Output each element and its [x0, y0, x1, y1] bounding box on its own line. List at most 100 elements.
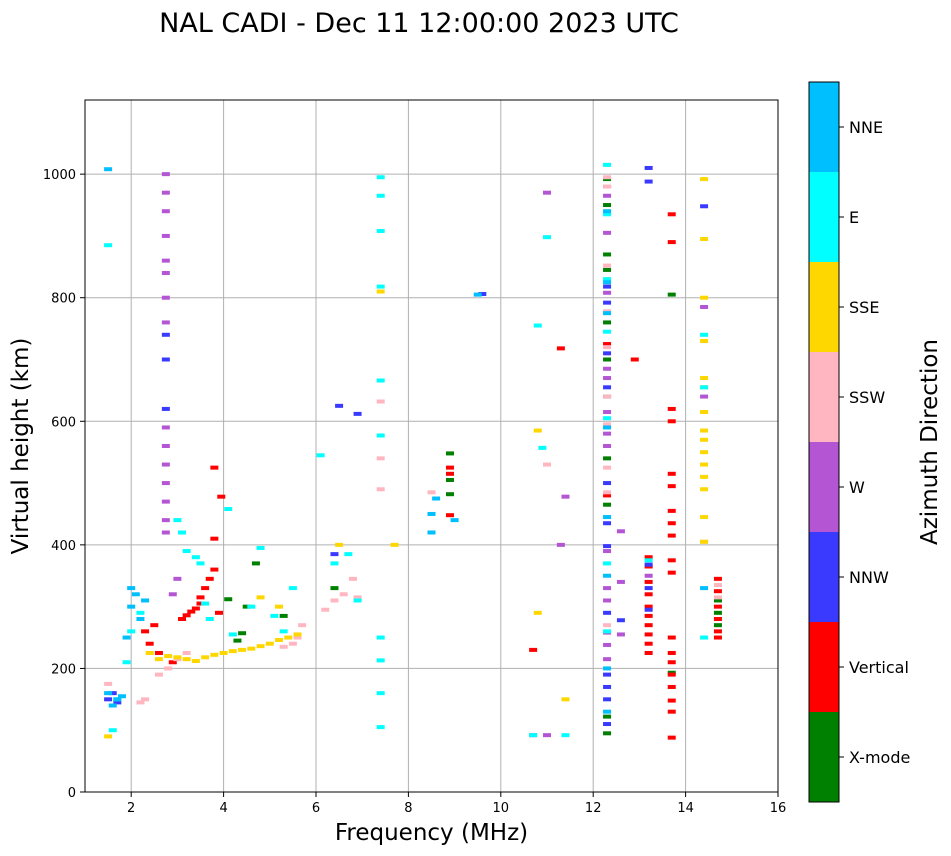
data-point	[376, 378, 385, 383]
data-point	[445, 471, 454, 476]
data-point	[603, 549, 612, 554]
data-point	[427, 511, 436, 516]
data-point	[713, 629, 722, 634]
data-point	[603, 184, 612, 189]
data-point	[603, 252, 612, 257]
colorbar-segment	[809, 82, 839, 172]
data-point	[603, 263, 612, 268]
data-point	[108, 728, 117, 733]
data-point	[256, 545, 265, 550]
data-point	[161, 320, 170, 325]
data-point	[233, 638, 242, 643]
data-point	[136, 610, 145, 615]
colorbar-tick-label: SSE	[849, 298, 879, 317]
data-point	[543, 462, 551, 467]
data-point	[376, 175, 385, 180]
data-point	[603, 431, 612, 436]
y-axis-ticks: 0 200 400 600 800 1000	[43, 168, 85, 801]
data-point	[161, 406, 170, 411]
data-point	[127, 629, 136, 634]
data-point	[164, 654, 173, 659]
data-point	[644, 562, 653, 567]
data-point	[603, 515, 612, 520]
data-point	[603, 657, 612, 662]
data-point	[205, 576, 214, 581]
data-point	[556, 346, 565, 351]
data-point	[191, 606, 200, 611]
data-point	[667, 672, 676, 677]
data-point	[603, 175, 612, 180]
data-point	[335, 542, 344, 547]
data-point	[543, 733, 551, 738]
colorbar-tick-label: NNE	[849, 118, 883, 137]
data-point	[161, 481, 170, 486]
data-point	[279, 613, 288, 618]
data-point	[376, 725, 385, 730]
data-point	[667, 570, 676, 575]
data-point	[603, 722, 612, 727]
data-point	[178, 617, 187, 621]
data-point	[603, 709, 612, 714]
data-point	[713, 583, 722, 588]
data-point	[150, 623, 159, 628]
data-point	[104, 734, 113, 739]
data-point	[543, 190, 551, 195]
data-point	[603, 425, 612, 430]
data-point	[376, 289, 385, 294]
x-tick-label: 14	[677, 801, 694, 816]
data-point	[339, 592, 348, 597]
data-point	[330, 552, 339, 557]
data-point	[603, 212, 612, 217]
data-point	[182, 657, 191, 662]
data-point	[376, 193, 385, 198]
data-point	[161, 258, 170, 263]
data-point	[288, 641, 297, 646]
colorbar-tick-label: W	[849, 478, 865, 497]
data-point	[700, 428, 709, 433]
colorbar-tick-label: NNW	[849, 568, 889, 587]
data-point	[168, 660, 177, 665]
data-point	[713, 604, 722, 609]
data-point	[700, 474, 709, 479]
data-point	[445, 492, 454, 497]
data-point	[330, 586, 339, 591]
data-point	[603, 573, 612, 578]
data-point	[667, 471, 676, 476]
data-point	[667, 292, 676, 297]
data-point	[700, 410, 709, 415]
data-point	[603, 586, 612, 591]
data-point	[700, 376, 709, 381]
data-point	[700, 295, 709, 300]
data-point	[214, 610, 223, 615]
data-point	[603, 267, 612, 272]
data-point	[145, 650, 154, 655]
data-point	[713, 617, 722, 621]
data-point	[161, 190, 170, 195]
data-point	[616, 618, 625, 623]
data-point	[168, 592, 177, 597]
y-tick-label: 0	[68, 786, 76, 801]
data-point	[644, 641, 653, 646]
data-point	[603, 376, 612, 381]
data-point	[561, 494, 570, 499]
data-point	[344, 552, 353, 557]
data-point	[242, 604, 251, 609]
data-point	[603, 394, 612, 399]
data-point	[667, 533, 676, 538]
data-point	[284, 635, 293, 640]
data-point	[603, 672, 612, 677]
data-point	[127, 586, 136, 591]
x-tick-label: 12	[585, 801, 602, 816]
data-point	[251, 561, 260, 566]
data-point	[603, 444, 612, 448]
data-point	[616, 632, 625, 637]
data-point	[603, 410, 612, 415]
data-point	[353, 411, 362, 416]
colorbar-tick-label: X-mode	[849, 748, 910, 767]
data-point	[644, 623, 653, 628]
data-point	[141, 629, 150, 634]
data-point	[644, 573, 653, 578]
data-point	[667, 735, 676, 740]
data-point	[700, 304, 709, 309]
colorbar: X-mode Vertical NNW W SSW SSE E NNE	[808, 81, 910, 803]
